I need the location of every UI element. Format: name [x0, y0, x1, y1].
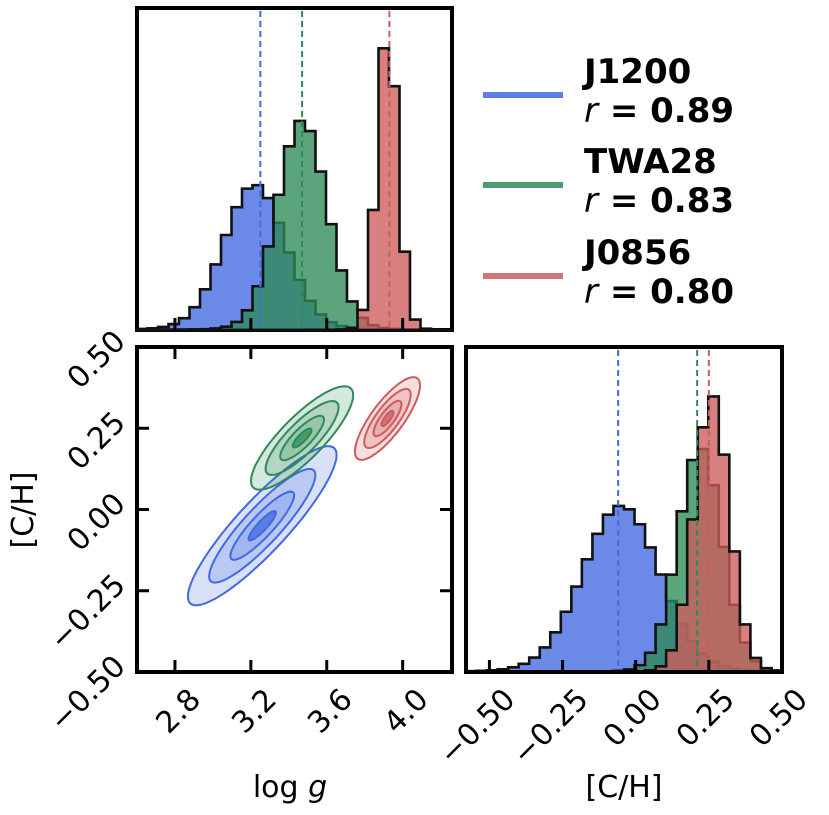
x-axis-label-ch: [C/H]: [585, 770, 662, 805]
contour-ytick-label-4: 0.50: [61, 324, 133, 396]
contour-xtick-label-0: 2.8: [149, 682, 207, 740]
contour-twa28-level-4: [291, 427, 313, 449]
logg-hist-j0856: [137, 46, 454, 332]
contour-xtick-label-2: 3.6: [301, 682, 359, 740]
contour-xtick-label-1: 3.2: [225, 682, 283, 740]
contour-ytick-label-2: 0.00: [61, 486, 133, 558]
legend-name-j1200: J1200: [582, 52, 691, 92]
ch-hist-xtick-label-2: 0.00: [597, 682, 669, 754]
ch-hist-xtick-label-1: −0.25: [506, 682, 596, 772]
contour-ytick-label-0: −0.50: [43, 649, 133, 739]
contour-ytick-label-1: −0.25: [43, 568, 133, 658]
contour-j1200-level-4: [247, 510, 277, 542]
contour-panel: 2.8 3.2 3.6 4.0 −0.50−0.25 0.00 0.25 0.50: [43, 324, 454, 741]
ch-hist-xtick-label-4: 0.50: [743, 682, 815, 754]
contour-group-j0856: [353, 376, 422, 461]
ch-histogram-panel: −0.50−0.25 0.00 0.25 0.50: [433, 345, 815, 772]
legend-name-twa28: TWA28: [584, 142, 717, 182]
legend-name-j0856: J0856: [582, 233, 691, 273]
x-axis-label-logg: log g: [253, 770, 327, 805]
contour-group-twa28: [249, 385, 355, 491]
contour-j0856-level-4: [380, 409, 395, 428]
ch-hist-xtick-label-0: −0.50: [433, 682, 523, 772]
y-axis-label-ch: [C/H]: [6, 471, 41, 548]
legend-r-j0856: r = 0.80: [584, 272, 734, 312]
legend-r-twa28: r = 0.83: [584, 181, 734, 221]
legend: J1200 r = 0.89 TWA28 r = 0.83 J0856 r = …: [483, 52, 734, 312]
logg-histogram-panel: [135, 6, 454, 332]
legend-r-j1200: r = 0.89: [584, 91, 734, 131]
contour-group-j1200: [186, 445, 338, 607]
contour-ytick-label-3: 0.25: [61, 405, 133, 477]
contour-xtick-label-3: 4.0: [377, 682, 435, 740]
ch-hist-xtick-label-3: 0.25: [670, 682, 742, 754]
ch-histogram-frame: [464, 345, 784, 674]
